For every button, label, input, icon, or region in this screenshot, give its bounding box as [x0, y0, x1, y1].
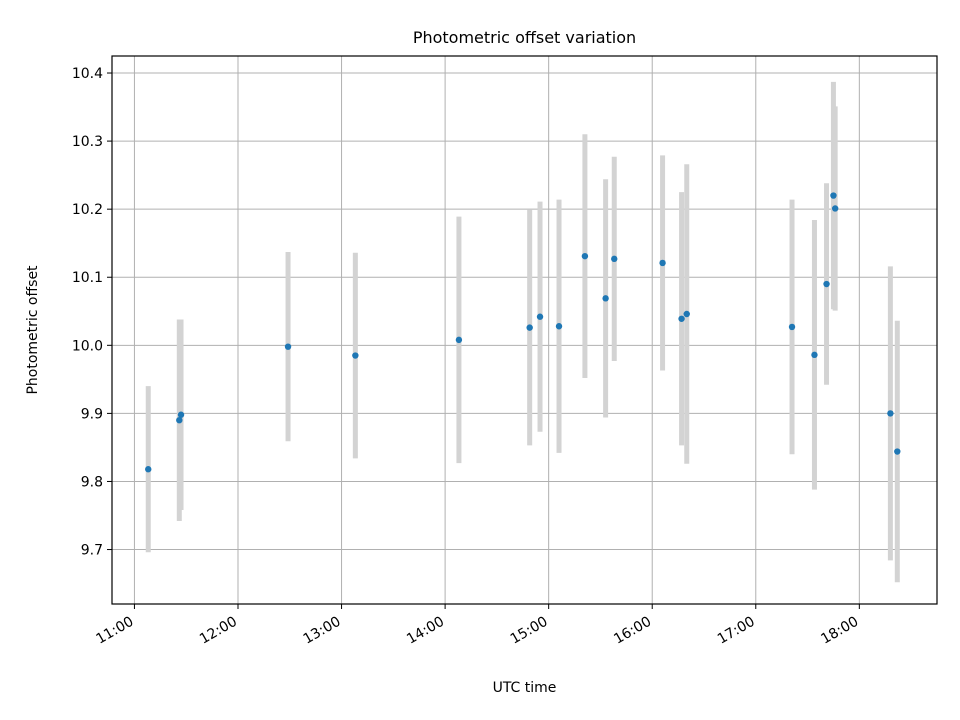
data-point [831, 205, 839, 212]
y-axis-label: Photometric offset [25, 265, 41, 395]
y-tick-label: 10.3 [72, 134, 103, 150]
data-point [659, 259, 666, 267]
data-point [811, 351, 818, 359]
plot-frame [111, 55, 938, 605]
data-point [352, 352, 359, 359]
data-point [611, 255, 618, 263]
data-point [536, 313, 544, 320]
y-tick-label: 10.2 [72, 202, 103, 218]
data-point [823, 280, 830, 288]
data-point [581, 252, 589, 260]
data-point [678, 315, 685, 322]
x-tick-label: 11:00 [93, 614, 136, 648]
y-tick-label: 9.7 [81, 543, 103, 559]
data-point [894, 448, 901, 455]
x-tick-label: 12:00 [197, 614, 240, 648]
data-point [455, 336, 463, 344]
y-tick-label: 10.1 [72, 270, 103, 286]
x-tick-label: 14:00 [404, 614, 447, 648]
x-axis-ticks: 11:00 12:00 13:00 14:00 15:00 16:00 17:00 18:00 [93, 604, 861, 648]
data-points [145, 192, 901, 473]
error-bars [145, 81, 900, 583]
data-point [526, 324, 533, 331]
data-point [145, 466, 152, 473]
data-point [555, 323, 563, 330]
y-tick-label: 10.0 [72, 338, 103, 354]
y-tick-label: 9.9 [81, 406, 103, 422]
data-point [284, 343, 292, 350]
data-point [887, 410, 894, 417]
y-tick-label: 9.8 [81, 474, 103, 490]
data-point [602, 295, 609, 302]
x-tick-label: 13:00 [301, 614, 344, 648]
data-point [830, 192, 837, 199]
grid [112, 56, 937, 604]
chart-title: Photometric offset variation [413, 28, 636, 47]
x-tick-label: 16:00 [611, 614, 654, 648]
x-axis-label: UTC time [493, 680, 557, 696]
data-point [683, 310, 690, 318]
y-axis-ticks: 9.7 9.8 9.9 10.0 10.1 10.2 10.3 10.4 [72, 66, 112, 559]
x-tick-label: 17:00 [715, 614, 758, 648]
data-point [176, 416, 183, 424]
x-tick-label: 15:00 [508, 614, 551, 648]
data-point [788, 323, 796, 331]
data-point [177, 411, 185, 418]
x-tick-label: 18:00 [818, 614, 861, 648]
y-tick-label: 10.4 [72, 66, 103, 82]
